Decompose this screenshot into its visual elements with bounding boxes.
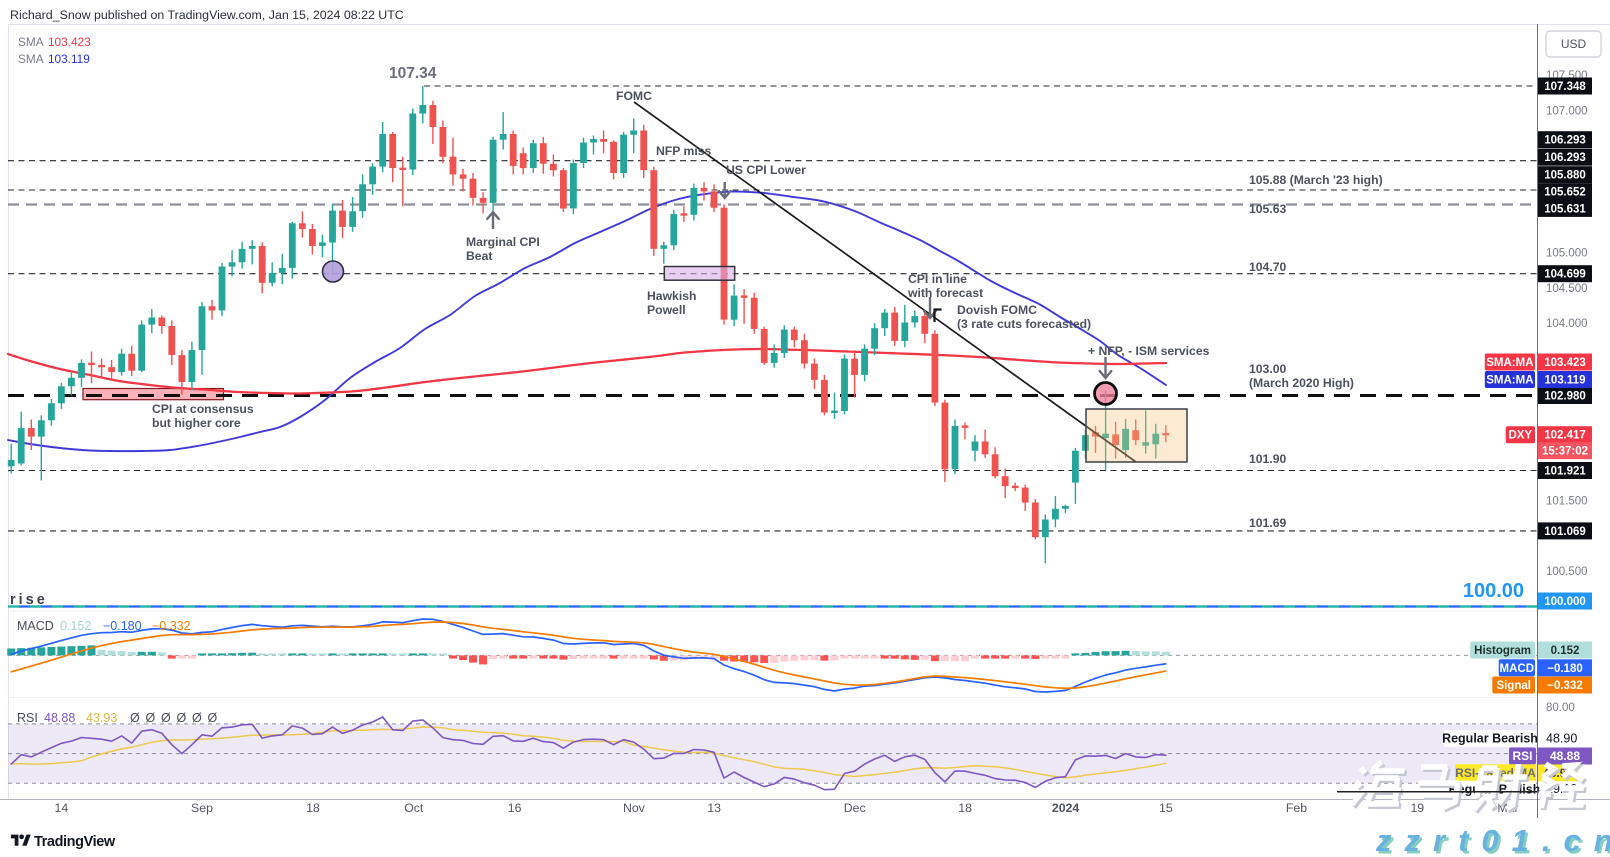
svg-text:rise: rise xyxy=(10,592,48,608)
svg-text:FOMC: FOMC xyxy=(616,89,652,103)
svg-text:Ø: Ø xyxy=(146,711,156,725)
svg-text:−0.332: −0.332 xyxy=(1547,680,1583,692)
svg-text:105.000: 105.000 xyxy=(1546,247,1588,259)
svg-text:100.000: 100.000 xyxy=(1544,596,1586,608)
svg-text:105.652: 105.652 xyxy=(1544,187,1586,199)
svg-text:Ø: Ø xyxy=(130,711,140,725)
svg-text:CPI in line: CPI in line xyxy=(908,272,967,286)
svg-text:Feb: Feb xyxy=(1286,801,1307,815)
svg-text:103.00: 103.00 xyxy=(1249,362,1286,376)
svg-text:15: 15 xyxy=(1159,801,1173,815)
svg-text:103.423: 103.423 xyxy=(48,35,91,49)
svg-text:15:37:02: 15:37:02 xyxy=(1542,446,1588,458)
svg-text:Powell: Powell xyxy=(647,303,686,317)
svg-text:19: 19 xyxy=(1410,801,1424,815)
svg-text:but higher core: but higher core xyxy=(152,416,241,430)
svg-text:SMA:MA: SMA:MA xyxy=(1486,375,1533,387)
svg-text:48.90: 48.90 xyxy=(1546,732,1577,746)
svg-text:101.069: 101.069 xyxy=(1544,526,1586,538)
svg-text:104.70: 104.70 xyxy=(1249,260,1286,274)
svg-text:103.119: 103.119 xyxy=(1545,375,1586,387)
svg-text:106.293: 106.293 xyxy=(1544,135,1586,147)
svg-text:16: 16 xyxy=(508,801,522,815)
svg-text:Histogram: Histogram xyxy=(1474,645,1531,657)
svg-text:(3 rate cuts forecasted): (3 rate cuts forecasted) xyxy=(957,317,1091,331)
svg-text:104.699: 104.699 xyxy=(1544,269,1586,281)
svg-text:Richard_Snow published on Trad: Richard_Snow published on TradingView.co… xyxy=(10,8,404,22)
svg-text:Nov: Nov xyxy=(623,801,646,815)
svg-text:Signal: Signal xyxy=(1496,680,1531,692)
svg-text:101.921: 101.921 xyxy=(1544,466,1586,478)
svg-text:14: 14 xyxy=(55,801,69,815)
svg-text:2024: 2024 xyxy=(1052,801,1080,815)
svg-text:Sep: Sep xyxy=(191,801,213,815)
svg-text:NFP miss: NFP miss xyxy=(656,144,712,158)
svg-text:48.88: 48.88 xyxy=(1550,749,1580,763)
svg-text:102.980: 102.980 xyxy=(1544,391,1586,403)
svg-text:−0.332: −0.332 xyxy=(152,619,191,633)
svg-text:SMA: SMA xyxy=(18,35,44,49)
svg-text:105.880: 105.880 xyxy=(1544,170,1586,182)
svg-text:+ NFP, - ISM services: + NFP, - ISM services xyxy=(1088,344,1210,358)
svg-text:Ø: Ø xyxy=(208,711,218,725)
svg-text:Ø: Ø xyxy=(177,711,187,725)
svg-text:RSI: RSI xyxy=(1512,749,1532,763)
svg-text:Marginal CPI: Marginal CPI xyxy=(466,235,540,249)
svg-text:Dec: Dec xyxy=(844,801,866,815)
svg-text:SMA:MA: SMA:MA xyxy=(1486,357,1533,369)
svg-text:100.00: 100.00 xyxy=(1463,580,1524,602)
svg-text:101.69: 101.69 xyxy=(1249,516,1286,530)
svg-text:101.500: 101.500 xyxy=(1546,495,1588,507)
svg-text:zzrt01.cn: zzrt01.cn xyxy=(1375,823,1610,857)
svg-text:zzrt01.cn: zzrt01.cn xyxy=(1378,826,1610,857)
svg-text:80.00: 80.00 xyxy=(1546,702,1575,714)
svg-text:105.631: 105.631 xyxy=(1544,203,1586,215)
svg-text:Ø: Ø xyxy=(161,711,171,725)
svg-text:0.152: 0.152 xyxy=(60,619,91,633)
svg-text:DXY: DXY xyxy=(1508,430,1532,442)
svg-text:107.000: 107.000 xyxy=(1546,106,1588,118)
svg-text:48.88: 48.88 xyxy=(44,711,75,725)
svg-text:with forecast: with forecast xyxy=(907,286,983,300)
svg-text:105.63: 105.63 xyxy=(1249,202,1286,216)
svg-text:18: 18 xyxy=(306,801,320,815)
svg-text:MACD: MACD xyxy=(17,619,54,633)
svg-text:TradingView: TradingView xyxy=(34,834,116,850)
svg-text:−0.180: −0.180 xyxy=(103,619,142,633)
svg-text:43.93: 43.93 xyxy=(86,711,117,725)
svg-text:Oct: Oct xyxy=(404,801,424,815)
svg-text:103.423: 103.423 xyxy=(1544,357,1586,369)
svg-text:18: 18 xyxy=(958,801,972,815)
svg-text:103.119: 103.119 xyxy=(48,52,90,66)
svg-text:105.88 (March '23 high): 105.88 (March '23 high) xyxy=(1249,173,1383,187)
svg-text:US CPI Lower: US CPI Lower xyxy=(726,163,806,177)
svg-text:100.500: 100.500 xyxy=(1546,566,1588,578)
svg-text:Regular Bearish: Regular Bearish xyxy=(1442,732,1538,746)
svg-text:RSI: RSI xyxy=(17,711,38,725)
svg-text:104.000: 104.000 xyxy=(1546,318,1588,330)
svg-text:−0.180: −0.180 xyxy=(1547,663,1583,675)
svg-text:0.152: 0.152 xyxy=(1551,645,1580,657)
svg-text:106.293: 106.293 xyxy=(1544,152,1586,164)
svg-text:Ø: Ø xyxy=(192,711,202,725)
svg-text:Beat: Beat xyxy=(466,249,492,263)
svg-text:107.348: 107.348 xyxy=(1544,81,1586,93)
svg-text:CPI at consensus: CPI at consensus xyxy=(152,402,254,416)
svg-text:Dovish FOMC: Dovish FOMC xyxy=(957,303,1037,317)
svg-text:SMA: SMA xyxy=(18,52,44,66)
svg-text:USD: USD xyxy=(1561,37,1587,51)
svg-text:MACD: MACD xyxy=(1500,663,1535,675)
svg-text:104.500: 104.500 xyxy=(1546,283,1588,295)
svg-text:107.34: 107.34 xyxy=(389,65,437,82)
svg-text:(March 2020 High): (March 2020 High) xyxy=(1249,376,1354,390)
svg-text:101.90: 101.90 xyxy=(1249,452,1286,466)
svg-text:13: 13 xyxy=(707,801,721,815)
svg-text:Hawkish: Hawkish xyxy=(647,289,696,303)
svg-text:102.417: 102.417 xyxy=(1544,430,1586,442)
